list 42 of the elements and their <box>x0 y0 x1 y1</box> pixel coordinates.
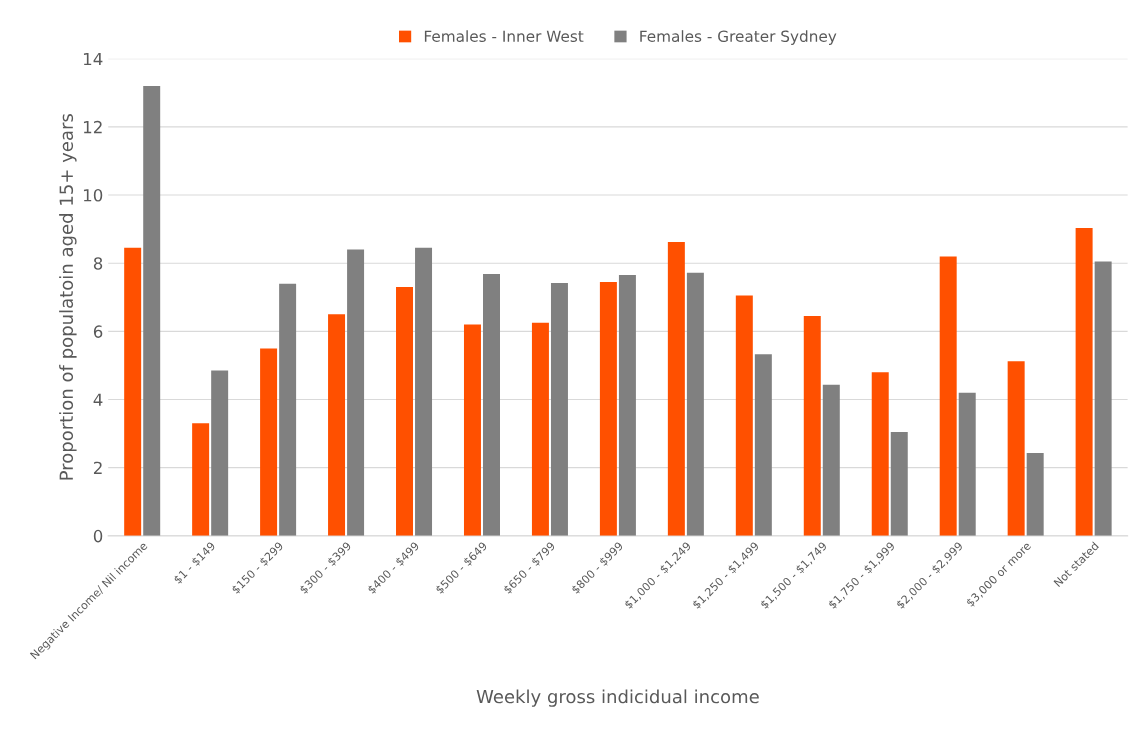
bar <box>618 275 636 536</box>
y-tick-label: 0 <box>93 529 103 543</box>
bar <box>599 281 617 536</box>
bar <box>415 247 433 536</box>
bar <box>396 287 414 536</box>
bar <box>890 431 908 536</box>
bar <box>871 372 889 536</box>
bar <box>754 354 772 536</box>
bar <box>347 249 365 536</box>
bar <box>124 247 142 536</box>
y-tick-label: 8 <box>93 257 103 270</box>
bar <box>939 256 957 536</box>
bar <box>667 242 685 536</box>
bar <box>735 295 753 536</box>
y-tick-label: 4 <box>93 393 103 406</box>
bar <box>550 282 568 536</box>
bar <box>260 348 278 536</box>
bar <box>822 384 840 536</box>
bar <box>1026 453 1044 536</box>
bar <box>143 85 161 536</box>
bar <box>483 274 500 536</box>
bar <box>211 370 229 536</box>
x-axis-title: Weekly gross indicidual income <box>476 689 759 707</box>
bar <box>1094 261 1112 536</box>
legend-label: Females - Greater Sydney <box>640 30 837 45</box>
y-tick-label: 14 <box>83 52 103 66</box>
y-axis-title: Proportion of populatoin aged 15+ years <box>59 114 77 480</box>
bar <box>279 283 297 536</box>
legend-label: Females - Inner West <box>424 30 584 43</box>
bar <box>686 272 704 536</box>
bar <box>192 423 210 536</box>
bar <box>463 324 481 536</box>
y-tick-label: 2 <box>93 461 102 474</box>
y-tick-label: 10 <box>83 189 103 202</box>
bar <box>1007 361 1025 536</box>
y-tick-label: 6 <box>93 325 103 338</box>
y-tick-label: 12 <box>83 120 102 134</box>
bar <box>531 322 549 536</box>
bar <box>328 314 346 536</box>
bar <box>958 392 976 536</box>
bar <box>803 316 821 536</box>
bar <box>1075 228 1093 536</box>
